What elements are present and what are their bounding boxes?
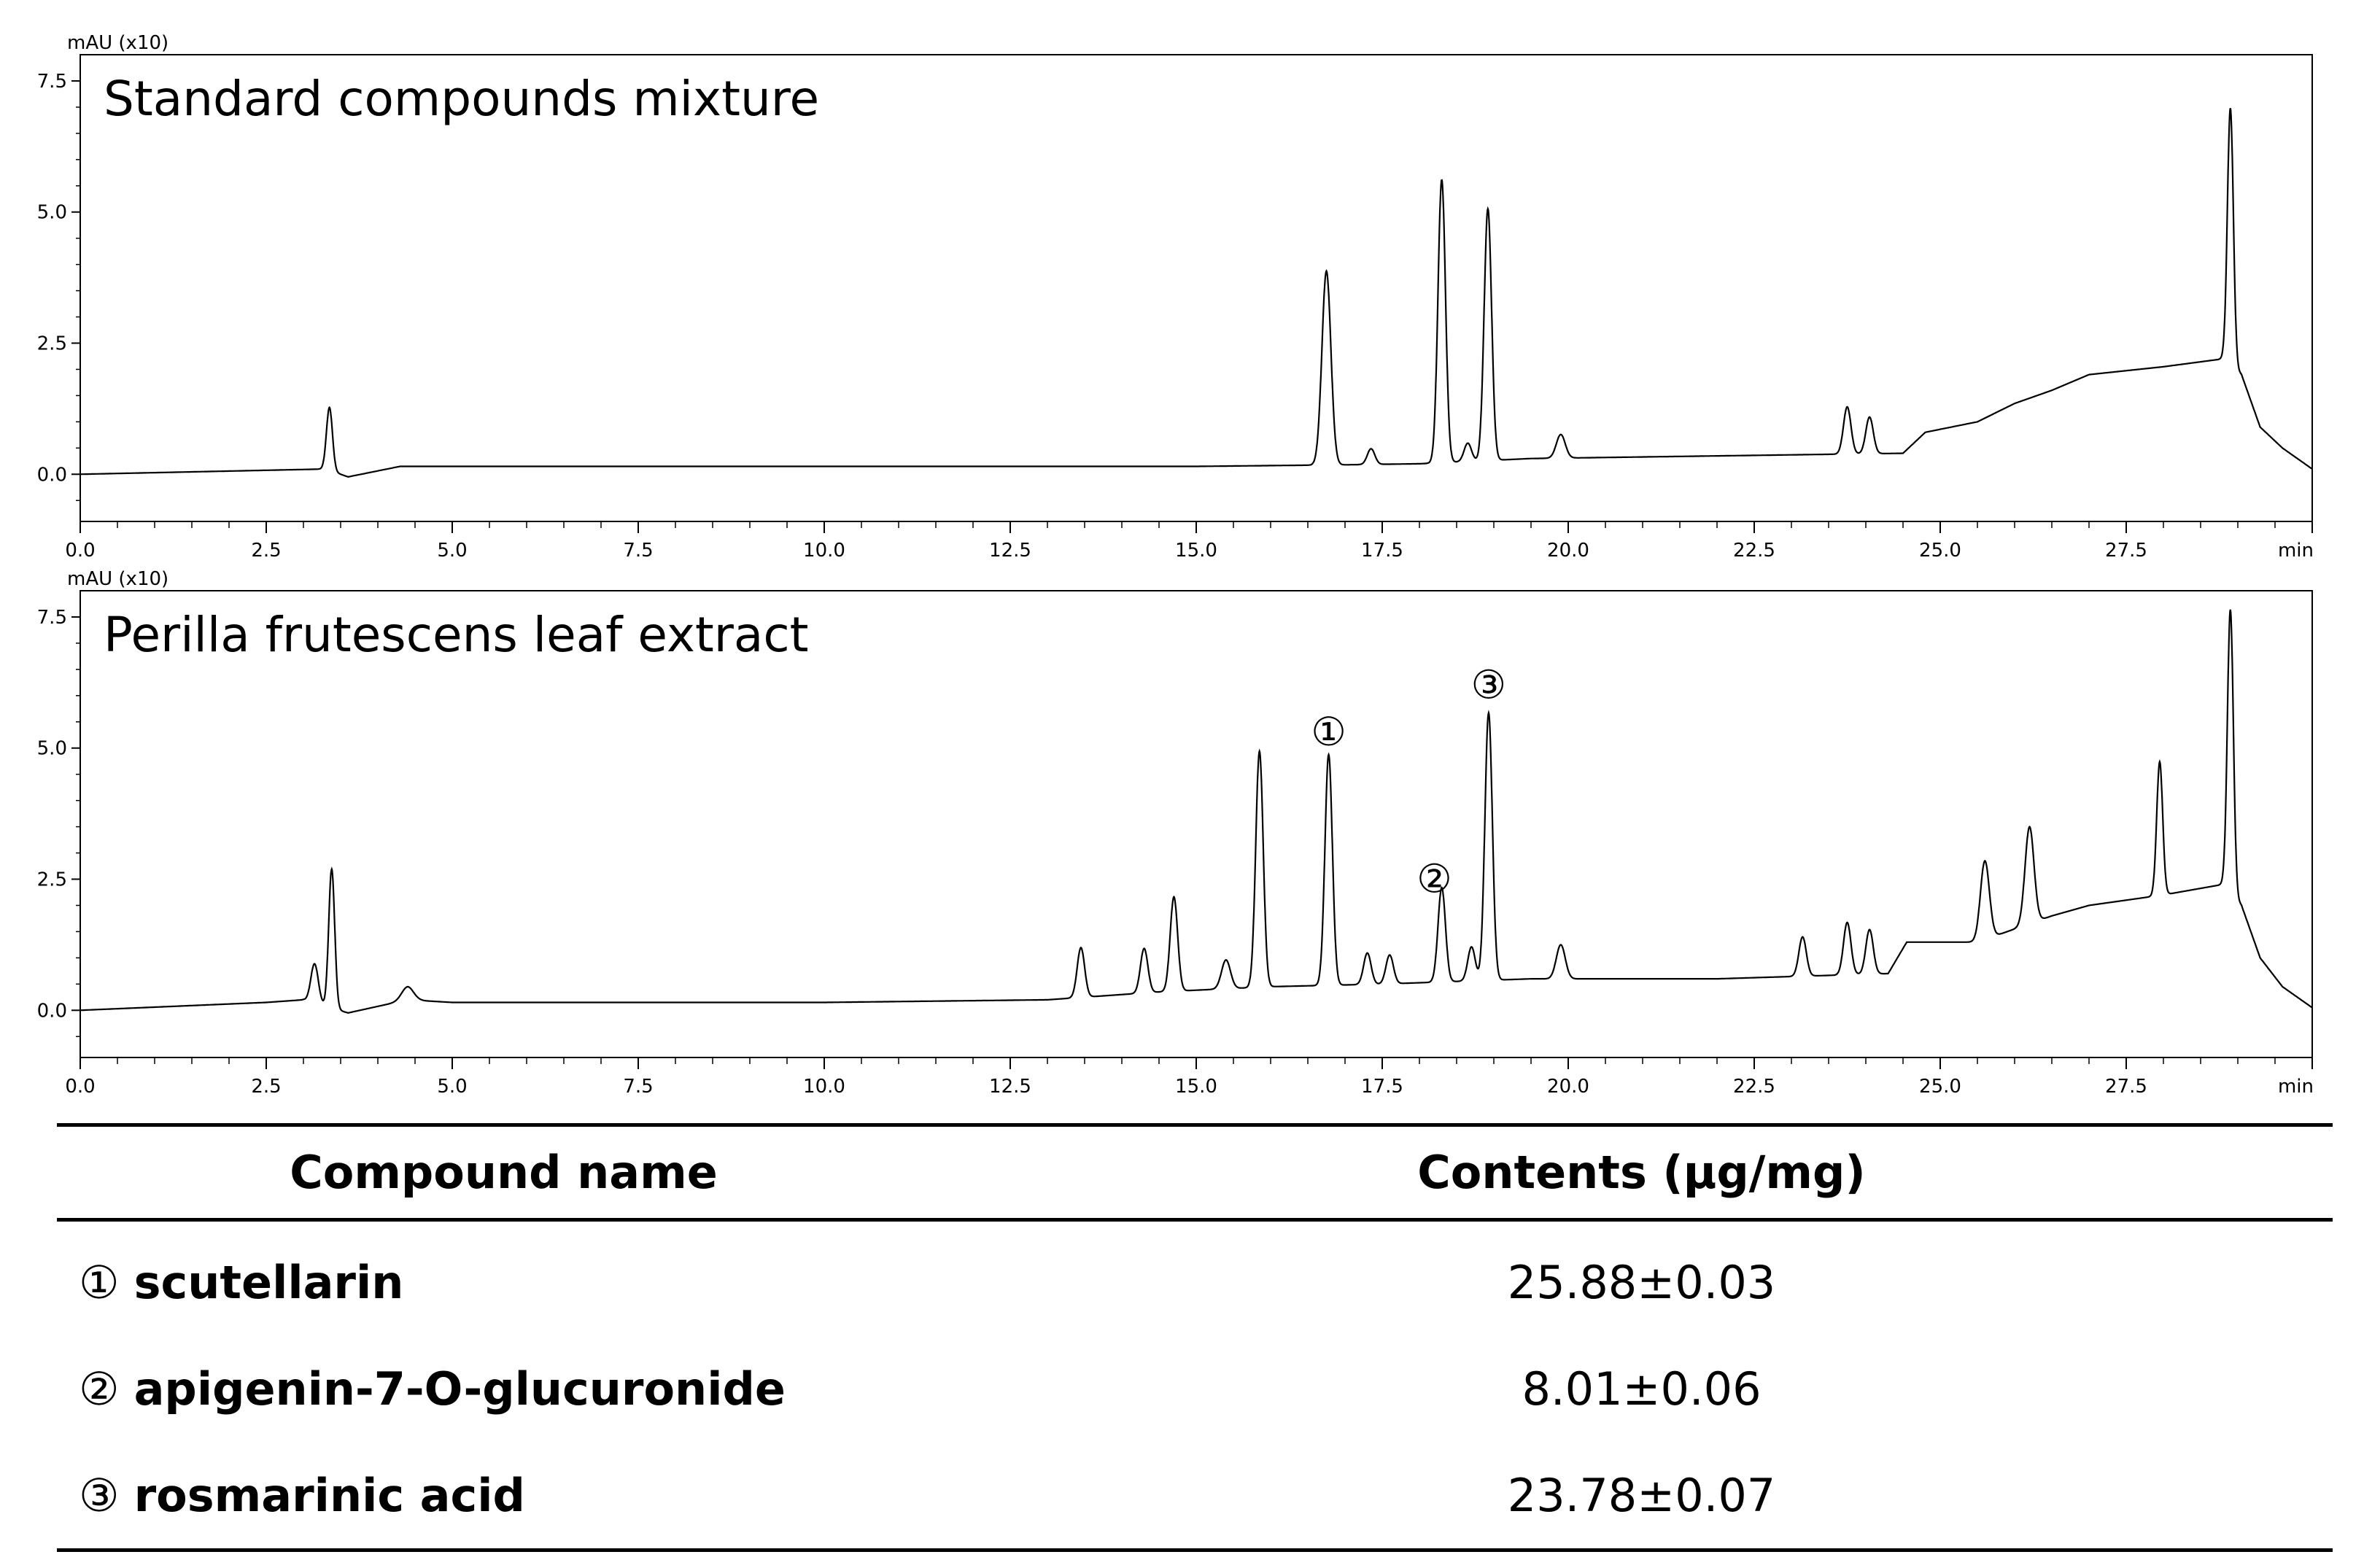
chromatogram-charts: mAU (x10)7.55.02.50.00.0 2.5 5.0 7.5 10.0 12.… — [37, 32, 2314, 1098]
chromatogram-trace — [80, 609, 2313, 1014]
table-row: ③ rosmarinic acid 23.78±0.07 — [57, 1442, 2333, 1552]
x-tick-label: 0.0 — [65, 540, 95, 562]
compound-content: 25.88±0.03 — [1507, 1255, 1776, 1309]
peak-annotation: ③ — [1471, 661, 1506, 707]
x-tick-label: 5.0 — [437, 540, 467, 562]
peak-marker: ① — [79, 1255, 120, 1309]
chart-title: Perilla frutescens leaf extract — [104, 607, 809, 663]
compound-name-cell: ③ rosmarinic acid — [57, 1442, 950, 1552]
peak-annotation: ② — [1417, 856, 1452, 902]
x-tick-label: 10.0 — [803, 1076, 845, 1098]
x-tick-label: 2.5 — [251, 1076, 281, 1098]
chart-title: Standard compounds mixture — [104, 71, 819, 127]
chromatogram-panel-1: mAU (x10)7.55.02.50.00.0 2.5 5.0 7.5 10.0 12.… — [37, 32, 2314, 562]
compound-name-cell: ② apigenin-7-O-glucuronide — [57, 1335, 950, 1442]
x-tick-label: 27.5 — [2105, 540, 2147, 562]
y-tick-label: 5.0 — [37, 738, 67, 760]
x-tick-label: 22.5 — [1733, 1076, 1775, 1098]
compound-name: scutellarin — [133, 1255, 404, 1309]
y-axis-label: mAU (x10) — [67, 568, 168, 590]
x-tick-label: 17.5 — [1361, 1076, 1403, 1098]
x-tick-label: 15.0 — [1175, 540, 1217, 562]
y-tick-label: 7.5 — [37, 71, 67, 93]
x-tick-label: 7.5 — [623, 540, 653, 562]
x-tick-label: 0.0 — [65, 1076, 95, 1098]
x-tick-label: 17.5 — [1361, 540, 1403, 562]
y-tick-label: 0.0 — [37, 464, 67, 486]
x-tick-label: 20.0 — [1547, 540, 1589, 562]
x-tick-label: 7.5 — [623, 1076, 653, 1098]
compound-name: apigenin-7-O-glucuronide — [133, 1362, 786, 1416]
y-tick-label: 2.5 — [37, 333, 67, 355]
chromatogram-panel-2: mAU (x10)7.55.02.50.00.0 2.5 5.0 7.5 10.0 12.… — [37, 568, 2314, 1098]
y-tick-label: 5.0 — [37, 202, 67, 224]
peak-annotation: ① — [1311, 709, 1346, 755]
compound-name: rosmarinic acid — [133, 1468, 525, 1522]
table-header-row: Compound name Contents (μg/mg) — [57, 1123, 2333, 1222]
peak-marker: ③ — [79, 1468, 120, 1522]
table-row: ② apigenin-7-O-glucuronide 8.01±0.06 — [57, 1335, 2333, 1442]
y-axis-label: mAU (x10) — [67, 32, 168, 54]
header-compound-name: Compound name — [57, 1123, 950, 1222]
x-tick-label: 5.0 — [437, 1076, 467, 1098]
x-tick-label: 2.5 — [251, 540, 281, 562]
compound-content: 23.78±0.07 — [950, 1442, 2333, 1552]
x-tick-label: 25.0 — [1919, 540, 1961, 562]
x-tick-label: 22.5 — [1733, 540, 1775, 562]
chromatogram-trace — [80, 108, 2313, 478]
x-tick-label: 20.0 — [1547, 1076, 1589, 1098]
y-tick-label: 0.0 — [37, 1000, 67, 1022]
x-tick-label: 27.5 — [2105, 1076, 2147, 1098]
header-contents: Contents (μg/mg) — [950, 1123, 2333, 1222]
x-tick-label: 25.0 — [1919, 1076, 1961, 1098]
x-tick-label: 15.0 — [1175, 1076, 1217, 1098]
peak-marker: ② — [79, 1362, 120, 1416]
x-axis-label: min — [2278, 540, 2314, 562]
compound-name-cell: ① scutellarin — [57, 1220, 950, 1336]
y-tick-label: 7.5 — [37, 607, 67, 629]
compound-content: 8.01±0.06 — [1522, 1362, 1762, 1416]
table-row: ① scutellarin 25.88±0.03 — [57, 1220, 2333, 1336]
compound-content-table: Compound name Contents (μg/mg) ① scutella… — [57, 1123, 2333, 1552]
x-tick-label: 12.5 — [989, 1076, 1031, 1098]
x-tick-label: 12.5 — [989, 540, 1031, 562]
x-tick-label: 10.0 — [803, 540, 845, 562]
y-tick-label: 2.5 — [37, 869, 67, 891]
x-axis-label: min — [2278, 1076, 2314, 1098]
